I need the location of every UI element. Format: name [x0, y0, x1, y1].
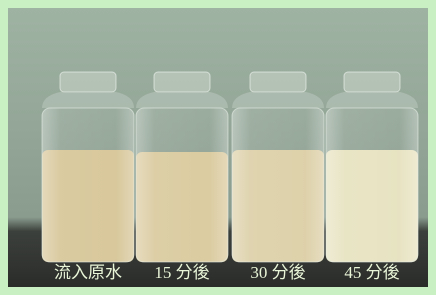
- jar-shoulder: [136, 92, 228, 108]
- jar-label: 30 分後: [250, 263, 305, 282]
- jar-body: [232, 108, 324, 262]
- jar-label: 流入原水: [54, 263, 122, 282]
- jar-body: [326, 108, 418, 262]
- photo: 流入原水 15 分後 30 分後 45 分後: [0, 0, 436, 295]
- jar-lid-rim: [154, 72, 210, 92]
- jar-body: [42, 108, 134, 262]
- jar: 45 分後: [326, 72, 418, 282]
- jar: 30 分後: [232, 72, 324, 282]
- jar-label: 15 分後: [154, 263, 209, 282]
- jar: 15 分後: [136, 72, 228, 282]
- jar-lid-rim: [250, 72, 306, 92]
- jar-lid-rim: [60, 72, 116, 92]
- jar-lid-rim: [344, 72, 400, 92]
- jar-body: [136, 108, 228, 262]
- jar-shoulder: [326, 92, 418, 108]
- jar: 流入原水: [42, 72, 134, 282]
- jar-shoulder: [232, 92, 324, 108]
- jar-shoulder: [42, 92, 134, 108]
- page: 流入原水15 分後30 分後45 分後 (() => { const data …: [0, 0, 436, 295]
- jar-label: 45 分後: [344, 263, 399, 282]
